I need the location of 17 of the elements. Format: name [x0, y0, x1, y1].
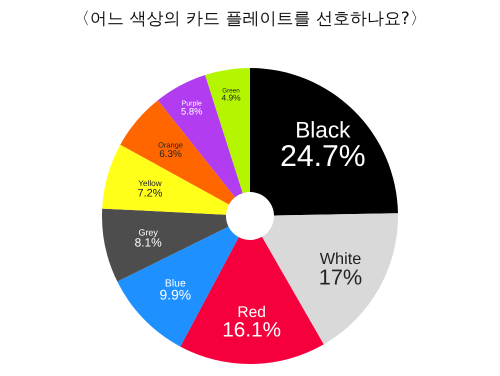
slice-label: Green	[222, 87, 240, 94]
slice-label: Red	[237, 304, 266, 321]
data-label: 24.7%	[280, 140, 366, 173]
donut-slice	[205, 68, 250, 194]
slice-label: Black	[295, 117, 352, 142]
slice-label: Orange	[158, 140, 183, 150]
slice-label: Yellow	[138, 178, 162, 188]
data-label: 16.1%	[222, 318, 281, 342]
donut-slice	[120, 100, 236, 204]
data-label: 4.9%	[221, 92, 242, 102]
donut-slice	[250, 68, 398, 216]
data-label: 7.2%	[138, 187, 163, 200]
data-label: 6.3%	[159, 148, 182, 160]
slice-label: Purple	[182, 99, 202, 108]
slice-label: Grey	[138, 227, 158, 238]
chart-title: 〈어느 색상의 카드 플레이트를 선호하나요?〉	[73, 9, 427, 29]
data-label: 5.8%	[181, 106, 202, 116]
